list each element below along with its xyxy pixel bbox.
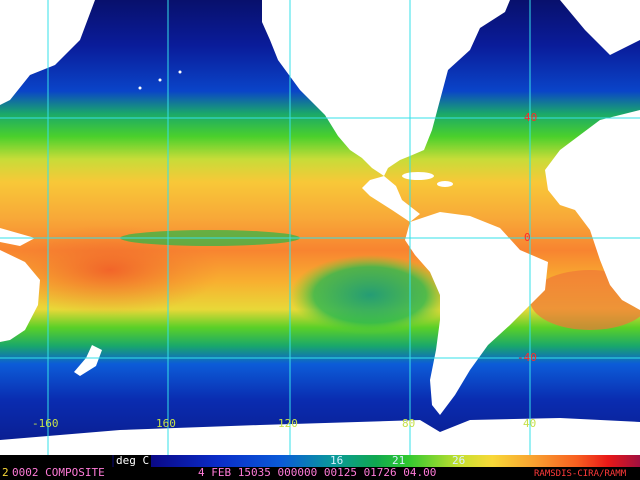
channel-number: 2 [2,466,9,479]
legend-bar: deg C 16 21 26 2 0002 COMPOSITE 4 FEB 15… [0,455,640,480]
datetime-label: 4 FEB 15035 000000 00125 01726 04.00 [198,466,437,479]
lon-label: 40 [523,417,537,430]
legend-tick: 26 [452,454,466,467]
new-zealand [74,345,102,376]
north-america [262,0,510,176]
lat-label: 40 [524,111,538,124]
west-pacific-warm-pool [0,225,220,315]
legend-unit: deg C [114,454,152,467]
new-guinea [0,228,35,246]
lat-label: -40 [517,351,537,364]
legend-tick: 21 [392,454,406,467]
gulf-mexico-shore [362,176,420,222]
australia [0,250,40,342]
land-masses [0,0,640,455]
lon-label: 160 [156,417,176,430]
africa [545,110,640,310]
hispaniola [437,181,453,187]
cuba [402,172,434,180]
lon-label: -160 [32,417,59,430]
south-america [405,212,548,415]
lon-label: 120 [278,417,298,430]
color-scale [112,455,640,467]
lon-label: 80 [402,417,416,430]
antarctica [0,418,640,455]
sst-map [0,0,640,455]
credit-label: RAMSDIS-CIRA/RAMM [534,469,627,479]
lat-label: 0 [524,231,531,244]
grid-lines [0,0,640,455]
greenland [560,0,640,55]
legend-tick: 16 [330,454,344,467]
product-label: 0002 COMPOSITE [12,466,105,479]
